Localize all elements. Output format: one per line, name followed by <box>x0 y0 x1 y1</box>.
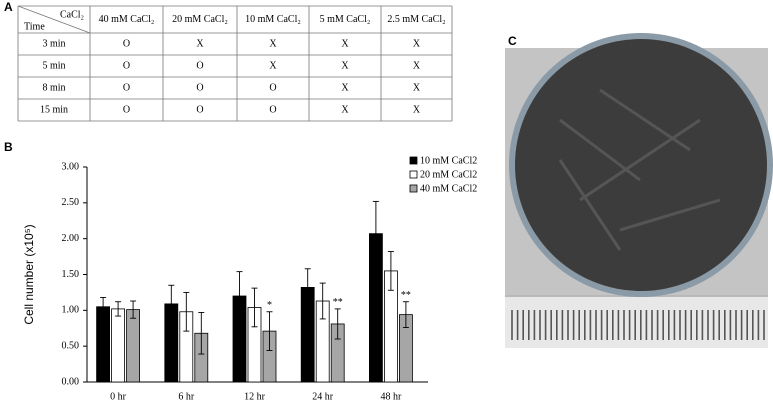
error-bar <box>183 291 190 332</box>
table-cell: X <box>413 60 421 71</box>
y-tick-label: 1.00 <box>62 305 80 316</box>
table-cell: O <box>123 82 130 93</box>
table-cell: X <box>341 82 349 93</box>
corner-header: CaCl₂ <box>60 9 84 20</box>
row-header: 5 min <box>42 60 65 71</box>
error-bar <box>304 268 311 307</box>
error-bar <box>251 287 258 328</box>
row-header: 3 min <box>42 38 65 49</box>
table-cell: X <box>269 38 277 49</box>
legend-label: 20 mM CaCl2 <box>420 169 477 180</box>
table-cell: X <box>196 38 204 49</box>
significance: ** <box>333 297 343 308</box>
error-bar <box>387 251 394 291</box>
panel-label: A <box>4 0 13 14</box>
error-bar <box>319 282 326 320</box>
x-tick-label: 12 hr <box>244 391 266 401</box>
error-bar <box>198 312 205 355</box>
table-rule <box>17 5 91 34</box>
table-cell: X <box>341 104 349 115</box>
panel-label: C <box>508 34 517 48</box>
table-cell: O <box>123 104 130 115</box>
table-cell: O <box>269 104 276 115</box>
y-tick-label: 1.50 <box>62 269 80 280</box>
error-bar <box>115 301 122 317</box>
panel-label: B <box>4 140 13 154</box>
significance: ** <box>401 290 411 301</box>
column-header: 10 mM CaCl₂ <box>245 14 301 25</box>
photo <box>505 33 773 348</box>
y-tick-label: 2.00 <box>62 233 80 244</box>
y-tick-label: 0.00 <box>62 376 80 387</box>
x-tick-label: 48 hr <box>380 391 402 401</box>
legend-label: 10 mM CaCl2 <box>420 155 477 166</box>
table-cell: X <box>413 82 421 93</box>
legend-label: 40 mM CaCl2 <box>420 183 477 194</box>
error-bar <box>236 271 243 321</box>
bar <box>111 308 125 383</box>
column-header: 2.5 mM CaCl₂ <box>387 14 445 25</box>
error-bar <box>130 300 137 319</box>
table-cell: O <box>196 60 203 71</box>
table-cell: X <box>341 60 349 71</box>
table-cell: O <box>123 38 130 49</box>
table-cell: X <box>341 38 349 49</box>
error-bar <box>168 284 175 323</box>
corner-header: Time <box>24 21 45 32</box>
error-bar <box>100 296 107 317</box>
row-header: 8 min <box>42 82 65 93</box>
table-cell: X <box>269 60 277 71</box>
table-cell: X <box>413 104 421 115</box>
column-header: 5 mM CaCl₂ <box>320 14 371 25</box>
row-header: 15 min <box>40 104 68 115</box>
legend-swatch <box>409 184 418 193</box>
table-cell: O <box>269 82 276 93</box>
error-bar <box>266 311 273 351</box>
bar <box>126 309 140 383</box>
bar <box>96 306 110 383</box>
error-bar <box>334 308 341 340</box>
legend-swatch <box>409 170 418 179</box>
x-tick-label: 0 hr <box>110 391 127 401</box>
error-bar <box>372 200 379 267</box>
table-cell: X <box>413 38 421 49</box>
y-tick-label: 3.00 <box>62 161 80 172</box>
y-tick-label: 0.50 <box>62 340 80 351</box>
legend-swatch <box>409 156 418 165</box>
table-cell: O <box>196 104 203 115</box>
column-header: 40 mM CaCl₂ <box>99 14 155 25</box>
table-cell: O <box>123 60 130 71</box>
column-header: 20 mM CaCl₂ <box>172 14 228 25</box>
table-cell: O <box>196 82 203 93</box>
significance: * <box>267 300 272 311</box>
x-tick-label: 6 hr <box>178 391 195 401</box>
y-tick-label: 2.50 <box>62 197 80 208</box>
x-tick-label: 24 hr <box>312 391 334 401</box>
y-axis-label: Cell number (x10⁵) <box>22 224 36 324</box>
error-bar <box>402 301 409 328</box>
